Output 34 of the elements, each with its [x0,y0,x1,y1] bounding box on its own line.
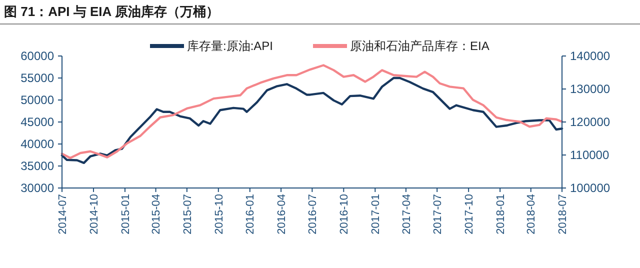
x-tick-label: 2017-10 [463,194,476,234]
x-tick-label: 2018-01 [494,194,507,234]
x-tick-label: 2017-04 [400,194,413,234]
legend-label: 原油和石油产品库存：EIA [350,39,490,54]
x-tick-label: 2014-10 [88,194,100,234]
x-tick-label: 2018-07 [556,194,569,234]
y2-tick-label: 110000 [570,148,610,162]
y-tick-label: 30000 [20,181,54,196]
y2-tick-label: 140000 [570,49,610,64]
x-tick-label: 2018-04 [526,194,538,234]
y2-tick-label: 100000 [570,181,610,196]
x-tick-label: 2016-01 [244,194,257,234]
x-tick-label: 2015-01 [120,194,132,234]
x-tick-label: 2014-07 [56,194,69,234]
y-tick-label: 35000 [20,159,54,174]
line-series [60,64,564,160]
y-tick-label: 55000 [20,71,54,86]
y2-tick-label: 120000 [570,115,610,130]
y-tick-label: 45000 [20,115,54,130]
x-tick-label: 2015-04 [150,194,163,234]
x-tick-label: 2017-01 [370,194,382,234]
x-tick-label: 2015-10 [213,194,226,234]
y-tick-label: 40000 [20,137,54,152]
y-tick-label: 60000 [20,49,54,64]
y-tick-label: 50000 [20,93,54,108]
y2-tick-label: 130000 [570,82,610,96]
legend-label: 库存量:原油:API [187,39,274,54]
x-tick-label: 2016-07 [307,194,320,234]
x-tick-label: 2016-10 [338,194,351,234]
line-series [60,76,564,164]
x-tick-label: 2016-04 [276,194,288,234]
x-tick-label: 2017-07 [432,194,444,234]
chart-title: 图 71：API 与 EIA 原油库存（万桶） [4,4,219,19]
x-tick-label: 2015-07 [182,194,194,234]
